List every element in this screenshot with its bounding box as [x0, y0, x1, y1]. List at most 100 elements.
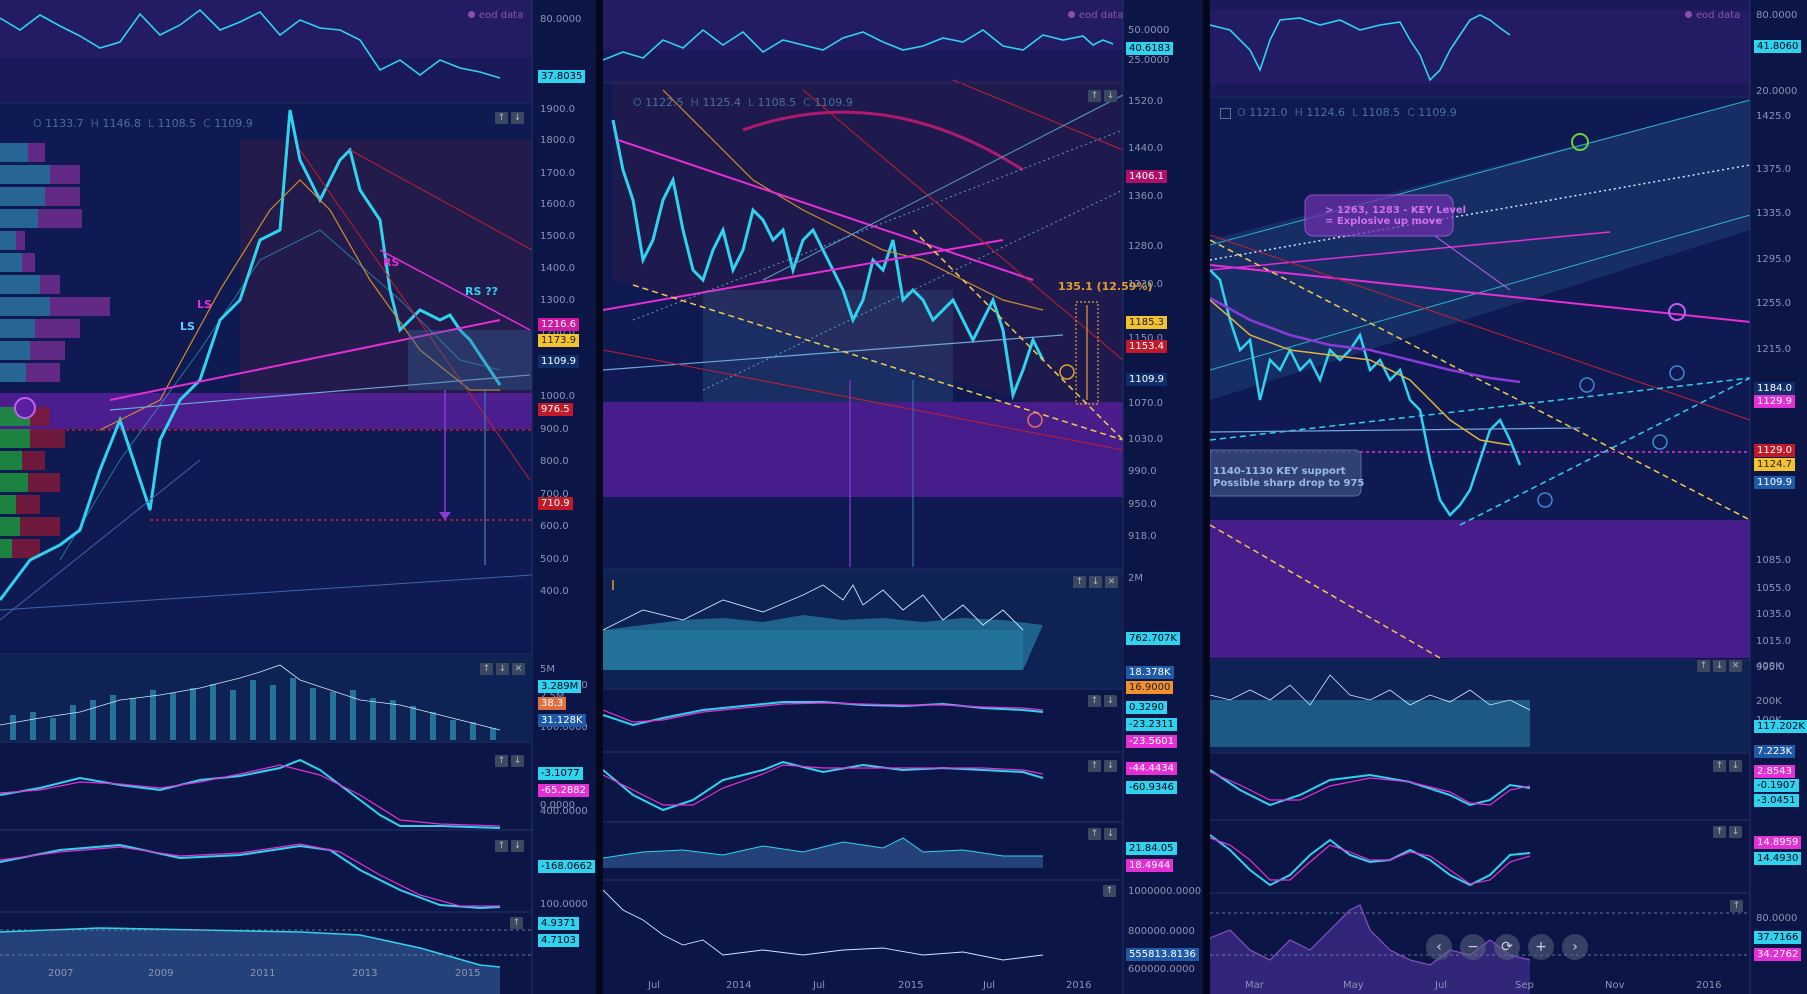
price-axis-label: 800.0 — [540, 456, 569, 467]
move-down-icon[interactable]: ↓ — [511, 840, 524, 852]
move-down-icon[interactable]: ↓ — [496, 663, 509, 675]
chart-panel-intraday[interactable]: eod data O 1121.0 H 1124.6 L 1108.5 C 11… — [1210, 0, 1807, 994]
zoom-out-button[interactable]: − — [1460, 934, 1486, 960]
move-up-icon[interactable]: ↑ — [1730, 900, 1743, 912]
close-icon[interactable]: ✕ — [1105, 576, 1118, 588]
move-up-icon[interactable]: ↑ — [1713, 826, 1726, 838]
arrow-marker-icon — [14, 397, 36, 419]
move-up-icon[interactable]: ↑ — [1103, 885, 1116, 897]
price-badge: 0.3290 — [1126, 701, 1167, 714]
pane-controls[interactable]: ↑ ↓ ✕ — [1073, 576, 1118, 588]
pane-controls[interactable]: ↑ ↓ — [495, 840, 524, 852]
chart-annotation: 1140-1130 KEY support — [1213, 466, 1346, 477]
close-icon[interactable]: ✕ — [1729, 660, 1742, 672]
osc-line — [0, 8, 501, 79]
move-up-icon[interactable]: ↑ — [1713, 760, 1726, 772]
price-axis-label: 1300.0 — [540, 295, 575, 306]
pane-controls[interactable]: ↑ ↓ — [495, 755, 524, 767]
chart-annotation: RS ?? — [465, 285, 498, 298]
price-badge: -3.1077 — [538, 767, 583, 780]
price-axis-label: 1085.0 — [1756, 555, 1791, 566]
move-up-icon[interactable]: ↑ — [495, 755, 508, 767]
time-axis-label: 2009 — [148, 968, 174, 979]
move-up-icon[interactable]: ↑ — [1088, 695, 1101, 707]
osc-axis-label: 20.0000 — [1756, 86, 1798, 97]
move-down-icon[interactable]: ↓ — [1729, 760, 1742, 772]
move-down-icon[interactable]: ↓ — [1729, 826, 1742, 838]
down-arrow-icon — [1669, 365, 1685, 381]
price-badge: 21.84.05 — [1126, 842, 1177, 855]
move-down-icon[interactable]: ↓ — [511, 755, 524, 767]
indicator-axis-label: 1000000.0000 — [1128, 886, 1202, 897]
move-up-icon[interactable]: ↑ — [1088, 828, 1101, 840]
time-axis-label: May — [1343, 980, 1364, 991]
panel-divider[interactable] — [596, 0, 603, 994]
price-badge: 1124.7 — [1754, 458, 1795, 471]
reset-button[interactable]: ⟳ — [1494, 934, 1520, 960]
pane-controls[interactable]: ↑ ↓ — [1713, 760, 1742, 772]
time-axis-label: 2015 — [455, 968, 481, 979]
move-down-icon[interactable]: ↓ — [1713, 660, 1726, 672]
move-down-icon[interactable]: ↓ — [1104, 828, 1117, 840]
indicator-axis-label: 80.0000 — [1756, 913, 1798, 924]
price-badge: 37.8035 — [538, 70, 586, 83]
pane-controls[interactable]: ↑ ↓ — [1088, 760, 1117, 772]
price-badge: 1173.9 — [538, 334, 579, 347]
price-badge: -65.2882 — [538, 784, 589, 797]
pane-controls[interactable]: ↑ ↓ ✕ — [480, 663, 525, 675]
ohlc-readout: O 1122.5 H 1125.4 L 1108.5 C 1109.9 — [633, 96, 853, 109]
move-down-icon[interactable]: ↓ — [511, 112, 524, 124]
pane-controls[interactable]: ↑ ↓ — [1088, 828, 1117, 840]
price-badge: 37.7166 — [1754, 931, 1802, 944]
pane-controls[interactable]: ↑ ↓ — [1088, 695, 1117, 707]
price-axis-label: 1425.0 — [1756, 111, 1791, 122]
price-axis-label: 1600.0 — [540, 199, 575, 210]
chart-panel-daily[interactable]: eod data O 1122.5 H 1125.4 L 1108.5 C 11… — [603, 0, 1203, 994]
scroll-right-button[interactable]: › — [1562, 934, 1588, 960]
move-up-icon[interactable]: ↑ — [495, 840, 508, 852]
scroll-left-button[interactable]: ‹ — [1426, 934, 1452, 960]
price-axis-label: 1015.0 — [1756, 636, 1791, 647]
price-axis-label: 1255.0 — [1756, 298, 1791, 309]
pane-controls[interactable]: ↑ ↓ ✕ — [1697, 660, 1742, 672]
price-badge: 14.4930 — [1754, 852, 1802, 865]
close-icon[interactable]: ✕ — [512, 663, 525, 675]
price-badge: 18.378K — [1126, 666, 1174, 679]
move-up-icon[interactable]: ↑ — [1088, 760, 1101, 772]
move-up-icon[interactable]: ↑ — [1088, 90, 1101, 102]
volume-profile — [0, 143, 110, 558]
chart-annotation: 135.1 (12.59%) — [1058, 280, 1153, 293]
price-axis-label: 1055.0 — [1756, 583, 1791, 594]
chart-navigation[interactable]: ‹ − ⟳ + › — [1426, 934, 1588, 960]
pane-controls[interactable]: ↑ ↓ — [1088, 90, 1117, 102]
move-up-icon[interactable]: ↑ — [495, 112, 508, 124]
collapse-icon[interactable] — [1220, 107, 1231, 119]
time-axis-label: Jul — [1435, 980, 1448, 991]
time-axis-label: 2016 — [1696, 980, 1722, 991]
move-down-icon[interactable]: ↓ — [1104, 90, 1117, 102]
zoom-in-button[interactable]: + — [1528, 934, 1554, 960]
price-axis-label: 1360.0 — [1128, 191, 1163, 202]
chart-panel-weekly[interactable]: eod data O 1133.7 H 1146.8 L 1108.5 C 11… — [0, 0, 596, 994]
move-up-icon[interactable]: ↑ — [510, 917, 523, 929]
move-up-icon[interactable]: ↑ — [1073, 576, 1086, 588]
chart-annotation: RS — [383, 256, 400, 269]
pane-controls[interactable]: ↑ — [1730, 900, 1743, 912]
pane-controls[interactable]: ↑ — [1103, 885, 1116, 897]
move-up-icon[interactable]: ↑ — [480, 663, 493, 675]
price-axis-label: 1230.0 — [1128, 279, 1163, 290]
pane-controls[interactable]: ↑ ↓ — [1713, 826, 1742, 838]
price-axis-label: 1520.0 — [1128, 96, 1163, 107]
osc-axis-label: 25.0000 — [1128, 55, 1170, 66]
move-down-icon[interactable]: ↓ — [1104, 695, 1117, 707]
move-up-icon[interactable]: ↑ — [1697, 660, 1710, 672]
pane-controls[interactable]: ↑ ↓ — [495, 112, 524, 124]
panel-divider[interactable] — [1203, 0, 1210, 994]
move-down-icon[interactable]: ↓ — [1104, 760, 1117, 772]
panel1-canvas — [0, 0, 533, 994]
price-badge: 555813.8136 — [1126, 948, 1199, 961]
price-badge: 31.128K — [538, 714, 586, 727]
move-down-icon[interactable]: ↓ — [1089, 576, 1102, 588]
time-axis-label: Jul — [648, 980, 661, 991]
pane-controls[interactable]: ↑ — [510, 917, 523, 929]
